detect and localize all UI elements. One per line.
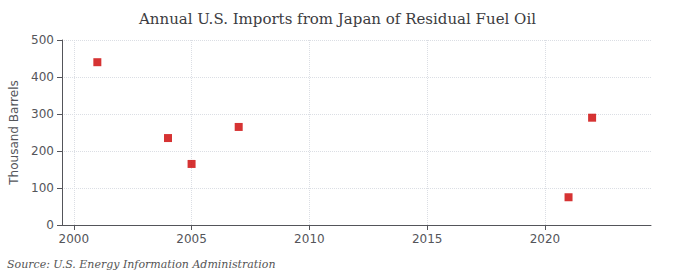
svg-text:500: 500 [31, 33, 54, 47]
svg-text:400: 400 [31, 70, 54, 84]
svg-text:2000: 2000 [59, 232, 90, 246]
svg-text:2015: 2015 [412, 232, 443, 246]
svg-text:100: 100 [31, 181, 54, 195]
svg-text:2005: 2005 [176, 232, 207, 246]
svg-text:0: 0 [46, 218, 54, 232]
svg-text:2020: 2020 [530, 232, 561, 246]
svg-text:200: 200 [31, 144, 54, 158]
svg-text:Thousand Barrels: Thousand Barrels [7, 80, 21, 185]
svg-text:Source: U.S. Energy Informatio: Source: U.S. Energy Information Administ… [7, 258, 275, 271]
svg-text:2010: 2010 [294, 232, 325, 246]
svg-text:300: 300 [31, 107, 54, 121]
svg-text:Annual U.S. Imports from Japan: Annual U.S. Imports from Japan of Residu… [138, 10, 536, 28]
